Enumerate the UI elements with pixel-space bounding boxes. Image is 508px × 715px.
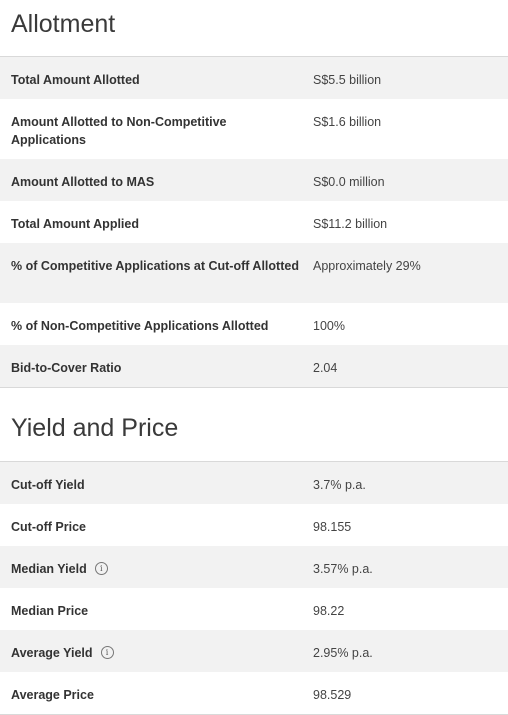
- row-label: Median Yield i: [0, 546, 301, 588]
- row-label: Amount Allotted to Non-Competitive Appli…: [0, 99, 301, 159]
- label-text: Cut-off Price: [11, 520, 86, 534]
- table-row: Total Amount Applied S$11.2 billion: [0, 201, 508, 243]
- row-label: Median Price: [0, 588, 301, 630]
- label-text: Amount Allotted to Non-Competitive Appli…: [11, 115, 227, 147]
- row-value: S$0.0 million: [313, 175, 385, 189]
- row-value: 3.7% p.a.: [313, 478, 366, 492]
- row-label: Cut-off Price: [0, 504, 301, 546]
- label-text: % of Non-Competitive Applications Allott…: [11, 319, 269, 333]
- table-row: Cut-off Yield 3.7% p.a.: [0, 462, 508, 504]
- row-value: S$5.5 billion: [313, 73, 382, 87]
- row-value: 100%: [313, 319, 345, 333]
- label-text: Median Yield: [11, 562, 87, 576]
- table-row: Bid-to-Cover Ratio 2.04: [0, 345, 508, 387]
- table-row: Total Amount Allotted S$5.5 billion: [0, 57, 508, 99]
- row-value: 98.529: [313, 688, 352, 702]
- allotment-table: Total Amount Allotted S$5.5 billion Amou…: [0, 56, 508, 388]
- label-text: Bid-to-Cover Ratio: [11, 361, 122, 375]
- row-value: 3.57% p.a.: [313, 562, 373, 576]
- table-row: Cut-off Price 98.155: [0, 504, 508, 546]
- table-row: Amount Allotted to Non-Competitive Appli…: [0, 99, 508, 159]
- yield-price-table: Cut-off Yield 3.7% p.a. Cut-off Price 98…: [0, 461, 508, 715]
- row-label: Amount Allotted to MAS: [0, 159, 301, 201]
- label-text: % of Competitive Applications at Cut-off…: [11, 259, 299, 273]
- table-row: Average Yield i 2.95% p.a.: [0, 630, 508, 672]
- row-label: Average Yield i: [0, 630, 301, 672]
- label-text: Amount Allotted to MAS: [11, 175, 155, 189]
- row-value: Approximately 29%: [313, 259, 421, 273]
- row-value: 2.04: [313, 361, 338, 375]
- table-row: % of Competitive Applications at Cut-off…: [0, 243, 508, 303]
- row-value: 2.95% p.a.: [313, 646, 373, 660]
- table-row: Average Price 98.529: [0, 672, 508, 714]
- label-text: Median Price: [11, 604, 89, 618]
- row-label: Bid-to-Cover Ratio: [0, 345, 301, 387]
- table-row: Median Price 98.22: [0, 588, 508, 630]
- table-row: Median Yield i 3.57% p.a.: [0, 546, 508, 588]
- label-text: Average Price: [11, 688, 94, 702]
- label-text: Total Amount Allotted: [11, 73, 140, 87]
- label-text: Total Amount Applied: [11, 217, 139, 231]
- row-value: S$11.2 billion: [313, 217, 388, 231]
- row-label: Total Amount Allotted: [0, 57, 301, 99]
- allotment-heading: Allotment: [11, 10, 116, 38]
- label-text: Cut-off Yield: [11, 478, 85, 492]
- row-label: Average Price: [0, 672, 301, 714]
- label-text: Average Yield: [11, 646, 93, 660]
- row-label: Cut-off Yield: [0, 462, 301, 504]
- row-label: % of Competitive Applications at Cut-off…: [0, 243, 301, 303]
- table-row: Amount Allotted to MAS S$0.0 million: [0, 159, 508, 201]
- row-label: Total Amount Applied: [0, 201, 301, 243]
- row-label: % of Non-Competitive Applications Allott…: [0, 303, 301, 345]
- row-value: 98.155: [313, 520, 352, 534]
- row-value: 98.22: [313, 604, 345, 618]
- info-icon[interactable]: i: [94, 562, 108, 575]
- table-row: % of Non-Competitive Applications Allott…: [0, 303, 508, 345]
- yield-price-heading: Yield and Price: [11, 414, 179, 442]
- info-icon[interactable]: i: [100, 646, 114, 659]
- row-value: S$1.6 billion: [313, 115, 382, 129]
